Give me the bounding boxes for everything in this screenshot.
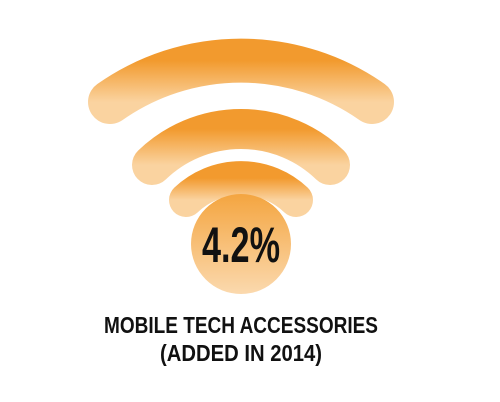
wifi-arc-outer xyxy=(88,38,394,124)
stat-value: 4.2% xyxy=(202,217,280,273)
caption-line: MOBILE TECH ACCESSORIES xyxy=(104,312,378,338)
wifi-arc-inner xyxy=(169,161,313,217)
caption-line: (ADDED IN 2014) xyxy=(160,340,322,366)
wifi-arc-middle xyxy=(132,109,350,185)
wifi-icon xyxy=(88,38,394,217)
stat-circle xyxy=(191,194,291,294)
